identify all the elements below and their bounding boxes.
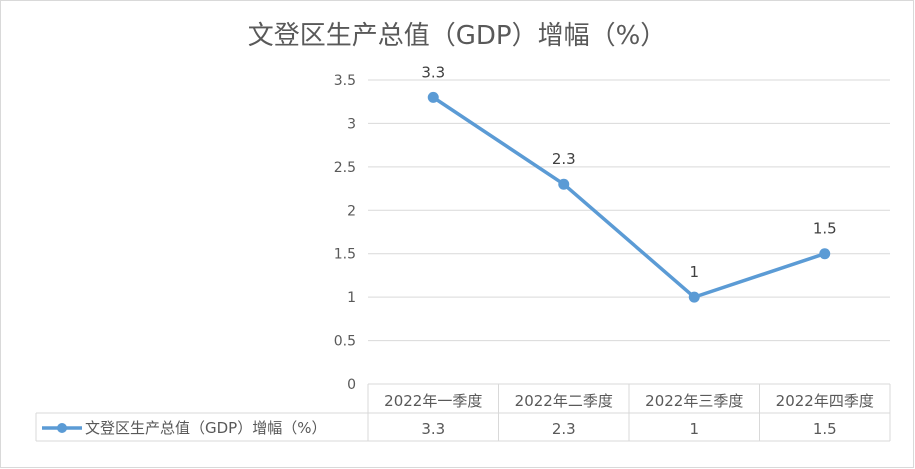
y-tick-label: 2: [347, 203, 356, 219]
y-tick-label: 1.5: [334, 247, 356, 263]
x-category-label: 2022年二季度: [515, 392, 613, 410]
y-tick-label: 2.5: [334, 160, 356, 176]
data-point-marker: [558, 178, 570, 190]
y-tick-label: 0.5: [334, 334, 356, 350]
data-point-marker: [819, 248, 831, 260]
data-table: 2022年一季度 2022年二季度 2022年三季度 2022年四季度文登区生产总值（…: [35, 383, 891, 442]
y-tick-label: 3: [347, 116, 356, 132]
data-label: 1.5: [813, 220, 837, 238]
legend-series-name: 文登区生产总值（GDP）增幅（%）: [85, 419, 326, 437]
y-tick-label: 3.5: [334, 73, 356, 89]
legend-marker-swatch: [57, 423, 67, 433]
data-labels: 3.3 2.3 1 1.5: [421, 63, 836, 281]
data-point-marker: [688, 291, 700, 303]
data-label: 1: [689, 263, 699, 281]
chart-title: 文登区生产总值（GDP）增幅（%）: [248, 21, 667, 51]
table-value-cell: 1: [689, 420, 699, 438]
data-label: 3.3: [421, 63, 445, 81]
data-label: 2.3: [552, 150, 576, 168]
x-category-label: 2022年三季度: [645, 392, 743, 410]
table-value-cell: 1.5: [813, 420, 837, 438]
series-layer: [427, 91, 831, 303]
table-value-cell: 3.3: [421, 420, 445, 438]
table-value-cell: 2.3: [552, 420, 576, 438]
y-tick-label: 1: [347, 290, 356, 306]
series-line: [432, 95, 826, 299]
x-category-label: 2022年四季度: [776, 392, 874, 410]
x-category-label: 2022年一季度: [384, 392, 482, 410]
y-axis-tick-labels: 0 0.5 1 1.5 2 2.5 3 3.5: [334, 73, 356, 393]
y-tick-label: 0: [347, 377, 356, 393]
data-point-marker: [427, 91, 439, 103]
gridlines: [368, 79, 890, 342]
